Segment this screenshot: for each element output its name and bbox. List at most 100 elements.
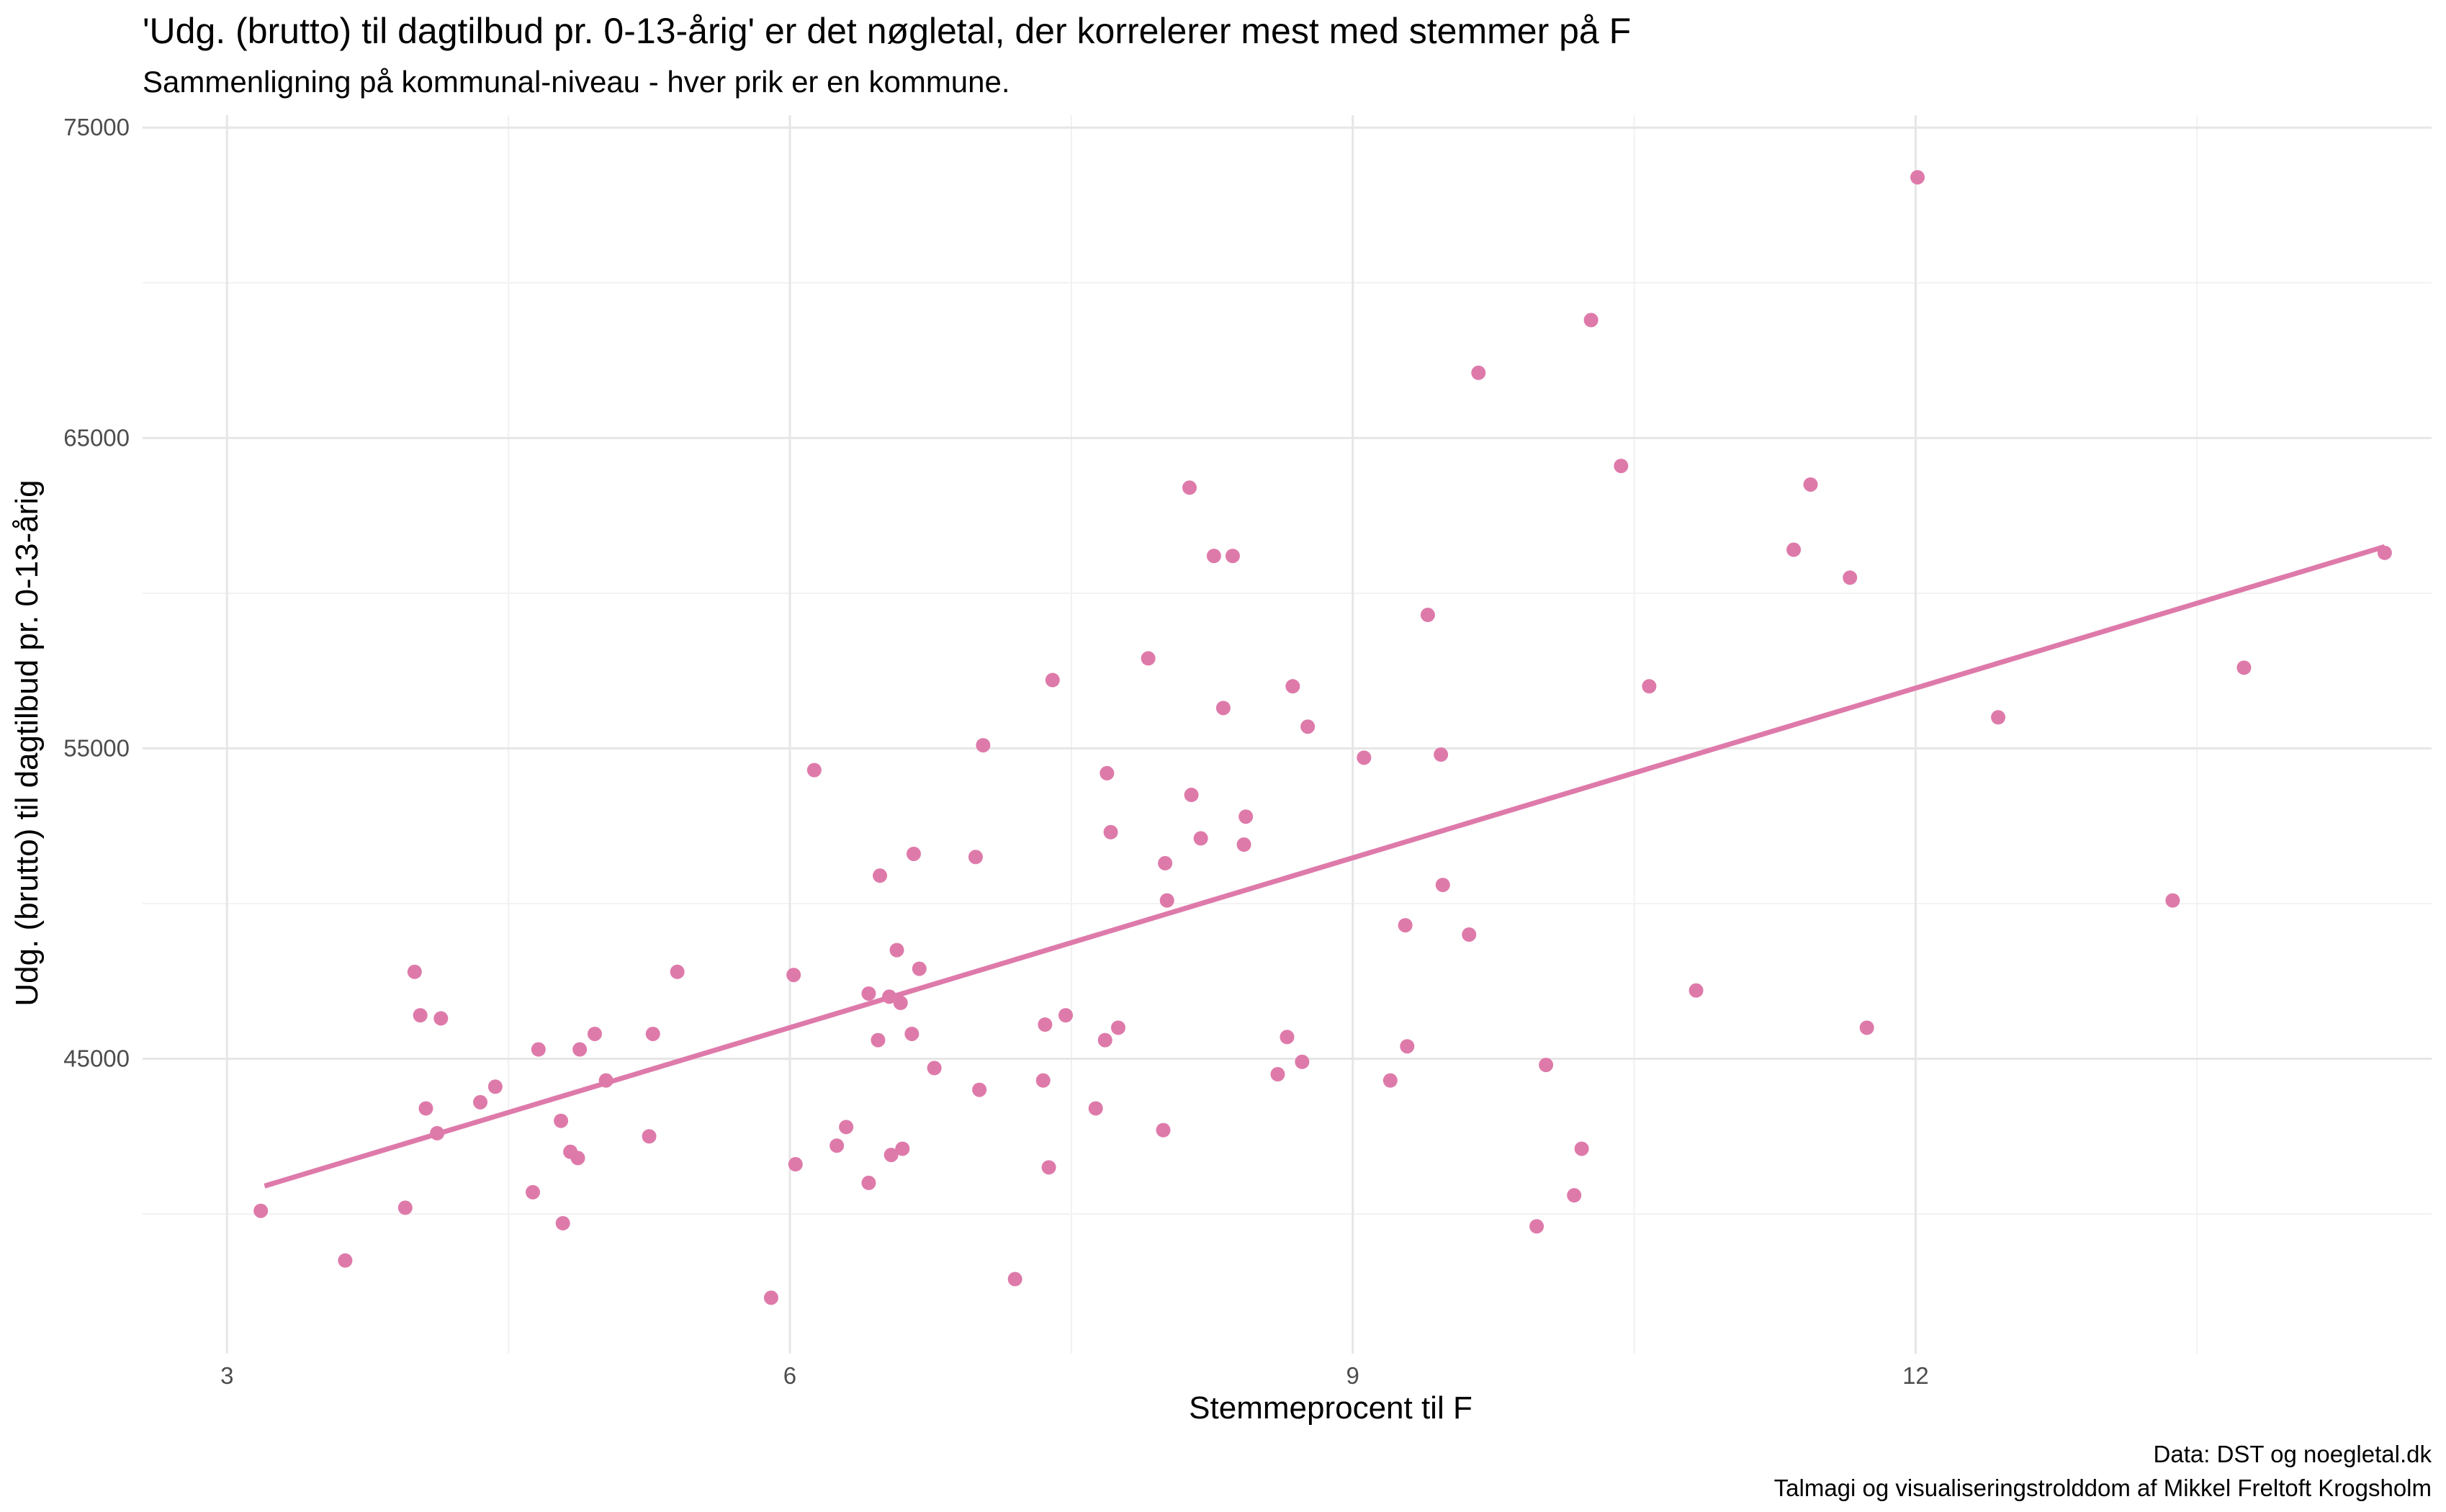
data-point bbox=[1434, 747, 1449, 762]
data-point bbox=[1574, 1141, 1589, 1156]
data-point bbox=[1400, 1039, 1415, 1054]
data-point bbox=[786, 968, 801, 983]
data-point bbox=[1038, 1017, 1053, 1032]
data-point bbox=[1689, 983, 1704, 998]
data-point bbox=[912, 961, 927, 976]
data-point bbox=[433, 1011, 449, 1026]
data-points bbox=[253, 170, 2392, 1305]
data-point bbox=[554, 1113, 569, 1128]
y-tick-label: 75000 bbox=[63, 114, 130, 140]
data-point bbox=[1215, 701, 1231, 716]
data-point bbox=[2377, 545, 2392, 560]
data-point bbox=[861, 1175, 876, 1190]
data-point bbox=[1382, 1073, 1398, 1088]
data-point bbox=[976, 738, 991, 753]
data-point bbox=[1182, 480, 1197, 495]
data-point bbox=[1236, 837, 1251, 852]
axis-ticks: 3 6 9 12 45000 55000 65000 75000 bbox=[63, 114, 1929, 1389]
data-point bbox=[893, 995, 908, 1010]
data-point bbox=[1398, 918, 1413, 933]
data-point bbox=[968, 850, 983, 865]
data-point bbox=[1357, 750, 1372, 765]
data-point bbox=[525, 1184, 540, 1200]
data-point bbox=[1045, 672, 1060, 688]
data-point bbox=[1193, 831, 1208, 846]
data-point bbox=[555, 1215, 570, 1230]
data-point bbox=[1238, 809, 1254, 824]
data-point bbox=[1910, 170, 1925, 185]
data-point bbox=[1435, 878, 1450, 893]
chart-subtitle: Sammenligning på kommunal-niveau - hver … bbox=[143, 65, 1010, 99]
data-point bbox=[1110, 1020, 1125, 1035]
chart-title: 'Udg. (brutto) til dagtilbud pr. 0-13-år… bbox=[143, 11, 1632, 51]
caption-source: Data: DST og noegletal.dk bbox=[2153, 1441, 2432, 1467]
data-point bbox=[1803, 477, 1818, 492]
caption-credit: Talmagi og visualiseringstrolddom af Mik… bbox=[1773, 1475, 2432, 1501]
grid-lines bbox=[143, 115, 2432, 1354]
data-point bbox=[1529, 1219, 1545, 1234]
data-point bbox=[570, 1151, 585, 1166]
data-point bbox=[487, 1079, 503, 1094]
data-point bbox=[413, 1008, 428, 1023]
data-point bbox=[1035, 1073, 1051, 1088]
data-point bbox=[1539, 1058, 1554, 1073]
data-point bbox=[397, 1200, 413, 1215]
data-point bbox=[1420, 608, 1435, 623]
data-point bbox=[642, 1129, 657, 1144]
data-point bbox=[1225, 549, 1240, 564]
data-point bbox=[1156, 1122, 1171, 1138]
data-point bbox=[1614, 459, 1629, 474]
data-point bbox=[1642, 679, 1657, 694]
y-tick-label: 45000 bbox=[63, 1045, 130, 1071]
data-point bbox=[1088, 1101, 1103, 1116]
data-point bbox=[587, 1026, 602, 1041]
data-point bbox=[1206, 549, 1221, 564]
data-point bbox=[1007, 1272, 1022, 1287]
data-point bbox=[1100, 765, 1115, 780]
trendline-layer bbox=[264, 544, 2386, 1189]
x-axis-label: Stemmeprocent til F bbox=[1189, 1390, 1472, 1426]
data-point bbox=[1462, 927, 1477, 942]
data-point bbox=[763, 1290, 778, 1305]
data-point bbox=[338, 1253, 353, 1268]
x-tick-label: 9 bbox=[1346, 1362, 1359, 1389]
data-point bbox=[871, 1032, 886, 1048]
data-point bbox=[1583, 312, 1599, 328]
data-point bbox=[1184, 788, 1199, 803]
data-point bbox=[407, 964, 422, 979]
data-point bbox=[2236, 660, 2252, 675]
data-point bbox=[873, 868, 888, 883]
data-point bbox=[1567, 1188, 1582, 1203]
data-point bbox=[430, 1125, 445, 1140]
data-point bbox=[1280, 1030, 1295, 1045]
data-point bbox=[253, 1203, 269, 1218]
y-tick-label: 65000 bbox=[63, 424, 130, 451]
data-point bbox=[531, 1042, 546, 1057]
x-tick-label: 12 bbox=[1902, 1362, 1929, 1389]
data-point bbox=[895, 1141, 910, 1156]
x-tick-label: 6 bbox=[783, 1362, 796, 1389]
data-point bbox=[861, 986, 876, 1001]
data-point bbox=[883, 1148, 899, 1163]
data-point bbox=[1991, 710, 2006, 725]
data-point bbox=[1159, 893, 1174, 908]
data-point bbox=[1141, 651, 1156, 666]
data-point bbox=[889, 942, 904, 958]
data-point bbox=[1843, 570, 1858, 585]
data-point bbox=[645, 1026, 660, 1041]
data-point bbox=[2165, 893, 2180, 908]
data-point bbox=[1041, 1160, 1056, 1175]
data-point bbox=[1300, 719, 1316, 734]
data-point bbox=[906, 846, 921, 861]
x-tick-label: 3 bbox=[220, 1362, 233, 1389]
data-point bbox=[598, 1073, 613, 1088]
data-point bbox=[1158, 855, 1173, 870]
data-point bbox=[829, 1138, 845, 1153]
data-point bbox=[1097, 1032, 1112, 1048]
caption: Data: DST og noegletal.dk Talmagi og vis… bbox=[1774, 1437, 2432, 1505]
data-point bbox=[1103, 824, 1118, 840]
data-point bbox=[670, 964, 685, 979]
data-point bbox=[882, 989, 897, 1004]
y-axis-label: Udg. (brutto) til dagtilbud pr. 0-13-åri… bbox=[9, 480, 45, 1006]
